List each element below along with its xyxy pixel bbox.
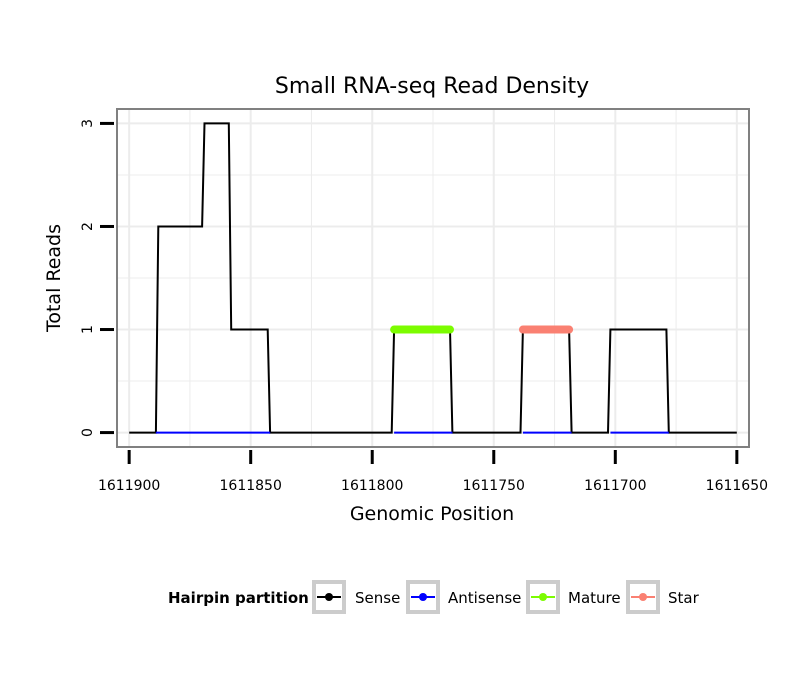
- legend-key-point: [419, 593, 427, 601]
- axes: 1611900 1611850 1611800 1611750 1611700 16116…: [80, 119, 768, 494]
- series-layer: [129, 122, 737, 434]
- x-tick-label: 1611750: [463, 478, 525, 494]
- y-tick-label: 2: [80, 222, 96, 231]
- y-tick-label: 1: [80, 325, 96, 334]
- plot-border: [116, 108, 750, 448]
- y-tick-label: 3: [80, 119, 96, 128]
- legend-label: Antisense: [448, 589, 521, 607]
- y-axis-label: Total Reads: [43, 224, 65, 333]
- x-tick-label: 1611700: [584, 478, 646, 494]
- grid: [117, 109, 749, 447]
- y-tick-label: 0: [80, 428, 96, 437]
- x-axis-label: Genomic Position: [350, 503, 514, 525]
- legend-label: Mature: [568, 589, 621, 607]
- x-tick-label: 1611650: [706, 478, 768, 494]
- legend: Hairpin partition Sense Antisense Mature St…: [168, 580, 700, 614]
- x-tick-label: 1611850: [220, 478, 282, 494]
- legend-key-point: [539, 593, 547, 601]
- chart-title: Small RNA-seq Read Density: [275, 74, 589, 99]
- legend-key-point: [325, 593, 333, 601]
- legend-label: Sense: [355, 589, 400, 607]
- x-tick-label: 1611800: [341, 478, 403, 494]
- legend-key-point: [639, 593, 647, 601]
- legend-title: Hairpin partition: [168, 589, 309, 607]
- legend-label: Star: [668, 589, 700, 607]
- x-tick-label: 1611900: [98, 478, 160, 494]
